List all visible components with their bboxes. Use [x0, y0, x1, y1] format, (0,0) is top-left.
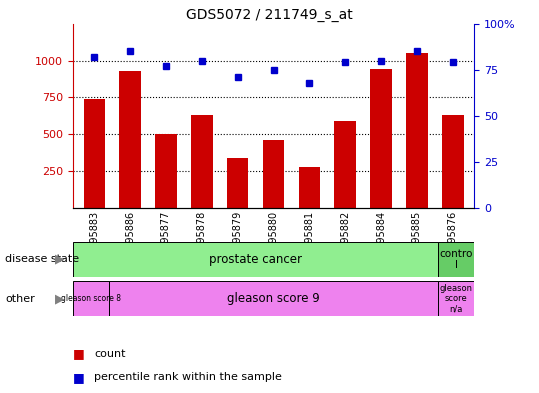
Bar — [119, 71, 141, 208]
Bar — [84, 99, 105, 208]
Bar — [335, 121, 356, 208]
Bar — [263, 140, 284, 208]
Text: contro
l: contro l — [439, 249, 473, 270]
Text: prostate cancer: prostate cancer — [209, 253, 302, 266]
Bar — [370, 70, 392, 208]
Text: gleason
score
n/a: gleason score n/a — [440, 284, 473, 314]
Text: percentile rank within the sample: percentile rank within the sample — [94, 372, 282, 382]
Text: GDS5072 / 211749_s_at: GDS5072 / 211749_s_at — [186, 8, 353, 22]
Text: gleason score 9: gleason score 9 — [227, 292, 320, 305]
Bar — [227, 158, 248, 208]
Bar — [73, 281, 109, 316]
Text: ▶: ▶ — [54, 253, 64, 266]
Text: ■: ■ — [73, 371, 85, 384]
Text: other: other — [5, 294, 35, 304]
Bar — [299, 167, 320, 208]
Bar — [109, 281, 438, 316]
Bar — [438, 281, 474, 316]
Text: count: count — [94, 349, 126, 359]
Bar — [406, 53, 428, 208]
Text: ▶: ▶ — [54, 292, 64, 305]
Bar — [191, 115, 212, 208]
Text: gleason score 8: gleason score 8 — [61, 294, 121, 303]
Bar — [438, 242, 474, 277]
Text: disease state: disease state — [5, 254, 80, 264]
Bar — [442, 115, 464, 208]
Text: ■: ■ — [73, 347, 85, 360]
Bar — [155, 134, 177, 208]
